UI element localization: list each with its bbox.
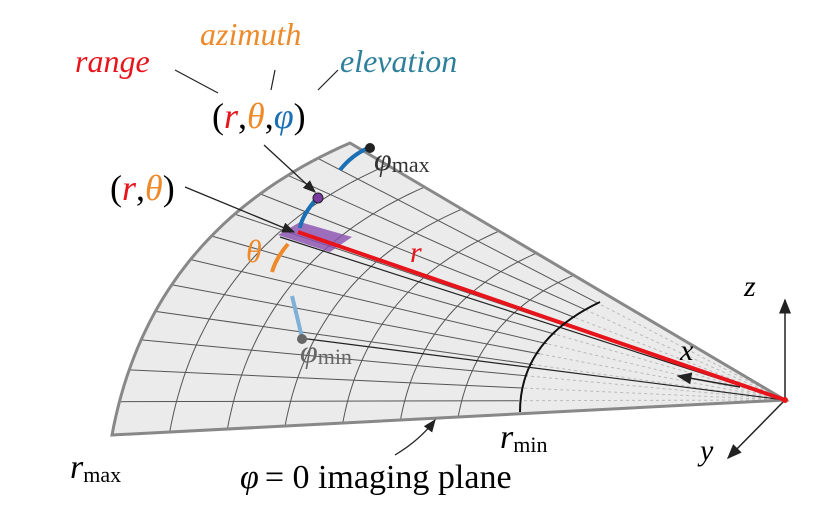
range-line <box>297 230 786 402</box>
radial-line <box>190 259 548 345</box>
sector-grid <box>110 141 791 437</box>
beam-line <box>299 337 786 401</box>
leader <box>174 69 219 94</box>
radial-line <box>141 339 528 377</box>
radial-dash <box>585 309 786 401</box>
rmin-arc <box>519 301 601 413</box>
range-arc <box>342 230 500 424</box>
azimuth-label: azimuth <box>200 16 301 52</box>
x-axis <box>676 372 741 388</box>
range-arc <box>226 186 425 430</box>
radial-line <box>171 284 540 355</box>
radial-line <box>259 193 576 319</box>
radial-line <box>155 310 534 366</box>
arrow <box>184 186 296 233</box>
elevation-label: elevation <box>340 43 457 79</box>
radial-dash <box>555 333 786 401</box>
point-2d: (r,θ) <box>110 168 175 208</box>
sector <box>112 143 785 435</box>
radial-dash <box>527 375 786 401</box>
radial-line <box>287 174 587 311</box>
rmin-label: rmin <box>500 419 547 457</box>
radial-dash <box>597 302 786 401</box>
radial-dash <box>547 343 786 401</box>
theta-label: θ <box>246 233 262 269</box>
r-label: r <box>410 236 422 269</box>
origin <box>782 397 788 403</box>
radial-dash <box>522 387 786 401</box>
range-label: range <box>75 43 150 79</box>
phi-min-dot <box>297 334 307 344</box>
rmax-label: rmax <box>70 449 121 487</box>
phi-max: φmax <box>374 141 430 177</box>
phi-min: φmin <box>300 333 352 369</box>
arrow <box>263 144 316 193</box>
radial-line <box>129 369 523 389</box>
radial-line <box>119 400 519 403</box>
phi-max-dot <box>365 143 375 153</box>
point-marker <box>312 192 324 204</box>
y-axis <box>726 399 786 460</box>
plane-label: φ = 0 imaging plane <box>240 459 512 496</box>
z-label: z <box>743 270 756 303</box>
leader <box>270 69 276 91</box>
radial-dash <box>518 399 786 402</box>
radial-line <box>317 157 599 304</box>
range-arc <box>169 164 388 433</box>
point-3d: (r,θ,φ) <box>212 96 306 136</box>
y-label: y <box>697 434 714 467</box>
radial-line <box>211 235 556 335</box>
range-arc <box>457 274 574 418</box>
arrow <box>394 418 436 456</box>
leader <box>317 69 339 91</box>
range-arc <box>284 208 463 427</box>
azimuth-arc <box>270 242 290 273</box>
range-arc <box>399 252 537 421</box>
x-label: x <box>679 334 694 367</box>
